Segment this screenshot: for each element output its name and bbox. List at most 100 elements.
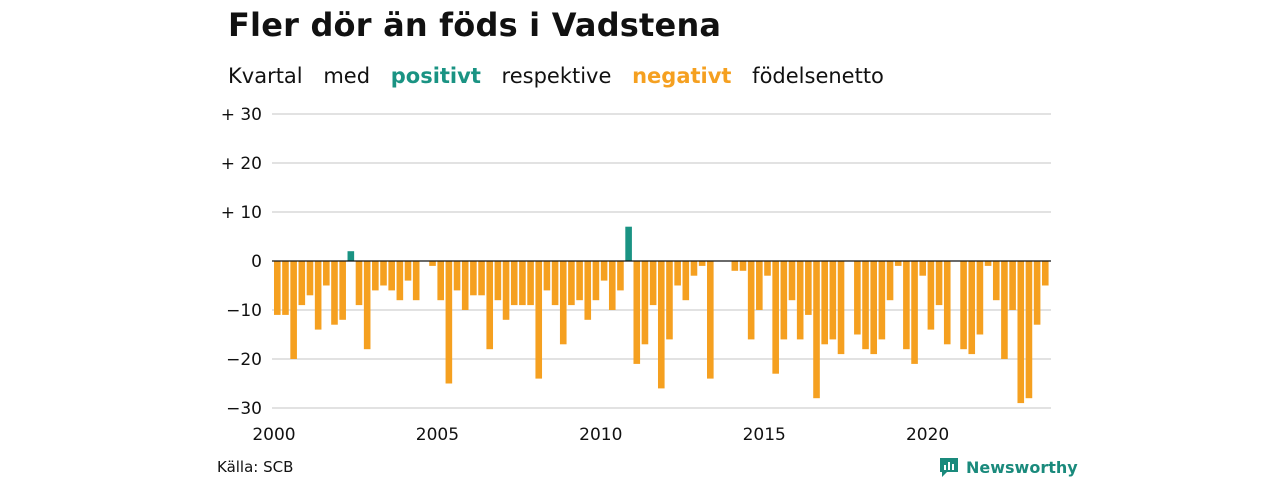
bar — [641, 261, 649, 345]
bar — [396, 261, 404, 301]
bar — [608, 261, 616, 310]
bar — [1025, 261, 1033, 399]
bar — [290, 261, 297, 359]
bar — [968, 261, 976, 355]
bar — [323, 261, 330, 286]
bar — [878, 261, 886, 340]
y-tick-label: −20 — [226, 350, 262, 370]
subtitle-word: med — [323, 64, 371, 88]
y-tick-label: + 20 — [221, 154, 262, 174]
x-tick-label: 2015 — [743, 425, 786, 445]
bar — [911, 261, 918, 364]
bar — [306, 261, 314, 296]
bar — [829, 261, 837, 340]
bar — [788, 261, 796, 301]
bar — [960, 261, 967, 350]
bar — [813, 261, 820, 399]
bar — [894, 261, 902, 266]
y-tick-label: + 30 — [221, 105, 262, 125]
bar — [649, 261, 657, 306]
subtitle-word: födelsenetto — [752, 64, 884, 88]
bar — [551, 261, 559, 306]
bar — [1001, 261, 1008, 359]
bar — [935, 261, 943, 306]
bar — [698, 261, 706, 266]
bar — [1041, 261, 1049, 286]
bar — [903, 261, 910, 350]
brand-logo: Newsworthy — [938, 456, 1078, 478]
negative-legend-label: negativt — [632, 64, 732, 88]
bar — [347, 251, 355, 261]
subtitle-word: respektive — [501, 64, 612, 88]
bar — [992, 261, 1000, 301]
x-tick-label: 2005 — [416, 425, 459, 445]
brand-name: Newsworthy — [966, 457, 1078, 477]
bar — [862, 261, 869, 350]
bar — [600, 261, 608, 281]
bar — [943, 261, 951, 345]
bar — [486, 261, 494, 350]
bar — [568, 261, 575, 306]
bar — [805, 261, 812, 315]
bar — [355, 261, 363, 306]
bar — [780, 261, 788, 340]
bar — [984, 261, 992, 266]
bar — [617, 261, 624, 291]
bar — [576, 261, 583, 301]
bar — [494, 261, 502, 301]
bar — [429, 261, 436, 266]
bar — [821, 261, 828, 345]
y-tick-label: −30 — [226, 399, 262, 419]
newsworthy-logo-icon — [940, 458, 958, 477]
bar — [1017, 261, 1025, 404]
bar — [592, 261, 600, 301]
bar — [298, 261, 306, 306]
bar — [796, 261, 804, 340]
bar — [535, 261, 543, 379]
y-tick-label: 0 — [251, 252, 262, 272]
bar — [437, 261, 444, 301]
bar — [772, 261, 779, 374]
y-tick-label: −10 — [226, 301, 262, 321]
bar — [339, 261, 346, 320]
bar — [1033, 261, 1041, 325]
subtitle-word: Kvartal — [228, 64, 303, 88]
bar — [747, 261, 755, 340]
chart-subtitle: Kvartal med positivt respektive negativt… — [228, 64, 898, 88]
x-tick-label: 2020 — [906, 425, 949, 445]
bar — [1009, 261, 1016, 310]
bar — [666, 261, 673, 340]
bar — [527, 261, 534, 306]
y-tick-label: + 10 — [221, 203, 262, 223]
bar — [543, 261, 551, 291]
x-tick-label: 2010 — [579, 425, 622, 445]
bar — [510, 261, 518, 306]
bar — [404, 261, 412, 281]
bar — [756, 261, 763, 310]
bar — [282, 261, 289, 315]
bar — [559, 261, 567, 345]
positive-legend-label: positivt — [390, 64, 481, 88]
bar — [331, 261, 338, 325]
source-note: Källa: SCB — [217, 458, 294, 476]
bar — [870, 261, 878, 355]
bar — [388, 261, 395, 291]
bar — [707, 261, 714, 379]
chart-title: Fler dör än föds i Vadstena — [228, 6, 722, 44]
bar — [372, 261, 379, 291]
bar — [461, 261, 469, 310]
bar — [584, 261, 592, 320]
bar — [976, 261, 984, 335]
bar — [854, 261, 861, 335]
bar — [633, 261, 641, 364]
bar — [886, 261, 894, 301]
bar — [731, 261, 739, 271]
bar — [380, 261, 387, 286]
bar — [657, 261, 665, 389]
bar — [445, 261, 453, 384]
x-tick-label: 2000 — [252, 425, 295, 445]
bar — [919, 261, 927, 276]
bar — [690, 261, 698, 276]
bar — [927, 261, 935, 330]
